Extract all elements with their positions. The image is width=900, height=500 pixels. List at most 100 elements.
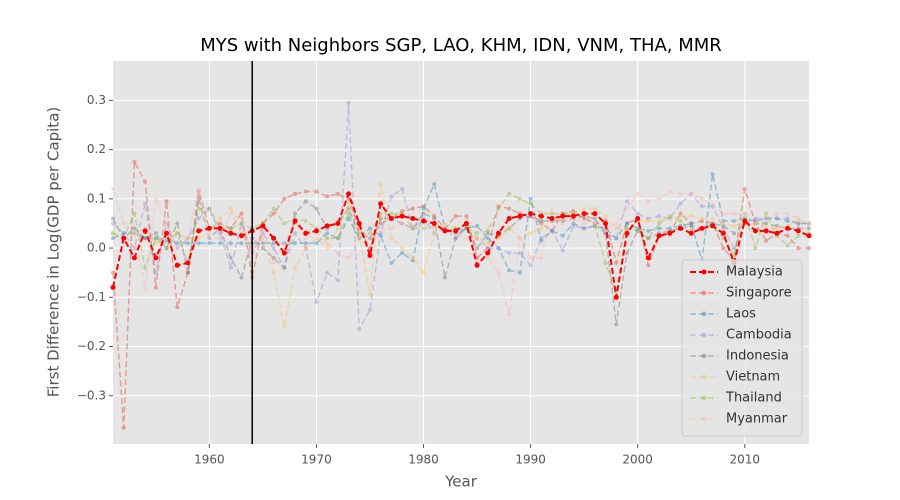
legend-label: Indonesia (726, 349, 789, 364)
data-point (764, 216, 769, 221)
data-point (367, 231, 372, 236)
data-point (753, 221, 758, 226)
data-point (795, 228, 801, 234)
data-point (271, 211, 276, 216)
data-point (699, 204, 704, 209)
data-point (228, 206, 233, 211)
data-point (228, 226, 233, 231)
data-point (207, 241, 212, 246)
data-point (581, 211, 587, 217)
data-point (796, 221, 801, 226)
data-point (357, 236, 362, 241)
y-axis-label: First Difference in Log(GDP per Capita) (45, 107, 63, 397)
data-point (582, 221, 587, 226)
data-point (689, 221, 694, 226)
data-point (538, 213, 544, 219)
data-point (389, 194, 394, 199)
data-point (710, 223, 716, 229)
data-point (453, 228, 459, 234)
legend-label: Laos (726, 307, 756, 322)
data-point (399, 213, 405, 219)
y-tick-label: 0.1 (87, 191, 106, 205)
data-point (442, 221, 447, 226)
data-point (207, 236, 212, 241)
data-point (185, 241, 190, 246)
data-point (657, 214, 662, 219)
data-point (143, 179, 148, 184)
series-line (112, 159, 809, 428)
data-point (218, 231, 223, 236)
data-point (346, 191, 352, 197)
data-point (325, 236, 330, 241)
data-point (785, 211, 790, 216)
data-point (313, 228, 319, 234)
data-point (260, 223, 266, 229)
data-point (496, 206, 501, 211)
data-point (464, 214, 469, 219)
data-point (732, 211, 737, 216)
data-point (624, 221, 629, 226)
data-point (506, 216, 512, 222)
data-point (378, 233, 383, 238)
data-point (678, 211, 683, 216)
data-point (710, 204, 715, 209)
data-point (239, 216, 244, 221)
data-point (646, 263, 651, 268)
data-point (742, 218, 748, 224)
data-point (796, 221, 801, 226)
data-point (807, 221, 811, 226)
data-point (657, 226, 662, 231)
data-point (807, 246, 811, 251)
data-point (143, 265, 148, 270)
data-point (528, 196, 533, 201)
data-point (314, 189, 319, 194)
data-point (646, 236, 651, 241)
data-point (175, 241, 180, 246)
data-point (635, 228, 640, 233)
data-point (614, 322, 619, 327)
data-point (153, 236, 158, 241)
data-point (592, 206, 597, 211)
chart-title: MYS with Neighbors SGP, LAO, KHM, IDN, V… (200, 35, 722, 56)
data-point (175, 246, 180, 251)
data-point (410, 226, 415, 231)
data-point (400, 209, 405, 214)
data-point (421, 211, 426, 216)
data-point (614, 236, 619, 241)
data-point (325, 246, 330, 251)
data-point (303, 199, 308, 204)
data-point (121, 231, 126, 236)
data-point (785, 216, 790, 221)
data-point (785, 225, 791, 231)
data-point (378, 226, 383, 231)
legend-marker (701, 416, 707, 422)
data-point (196, 241, 201, 246)
data-point (367, 226, 372, 231)
x-tick-label: 2010 (729, 453, 760, 467)
data-point (196, 189, 201, 194)
data-point (314, 236, 319, 241)
data-point (185, 260, 191, 266)
y-tick-label: −0.1 (77, 290, 106, 304)
data-point (164, 221, 169, 226)
data-point (539, 255, 544, 260)
data-point (432, 216, 437, 221)
data-point (132, 231, 137, 236)
data-point (560, 248, 565, 253)
data-point (389, 211, 394, 216)
data-point (432, 226, 437, 231)
data-point (646, 199, 651, 204)
data-point (474, 262, 480, 268)
data-point (281, 250, 287, 256)
data-point (485, 231, 490, 236)
data-point (410, 226, 415, 231)
data-point (667, 189, 672, 194)
data-point (635, 191, 640, 196)
data-point (175, 246, 180, 251)
data-point (271, 255, 276, 260)
data-point (603, 214, 608, 219)
data-point (742, 186, 747, 191)
data-point (218, 241, 223, 246)
data-point (453, 214, 458, 219)
data-point (485, 236, 490, 241)
